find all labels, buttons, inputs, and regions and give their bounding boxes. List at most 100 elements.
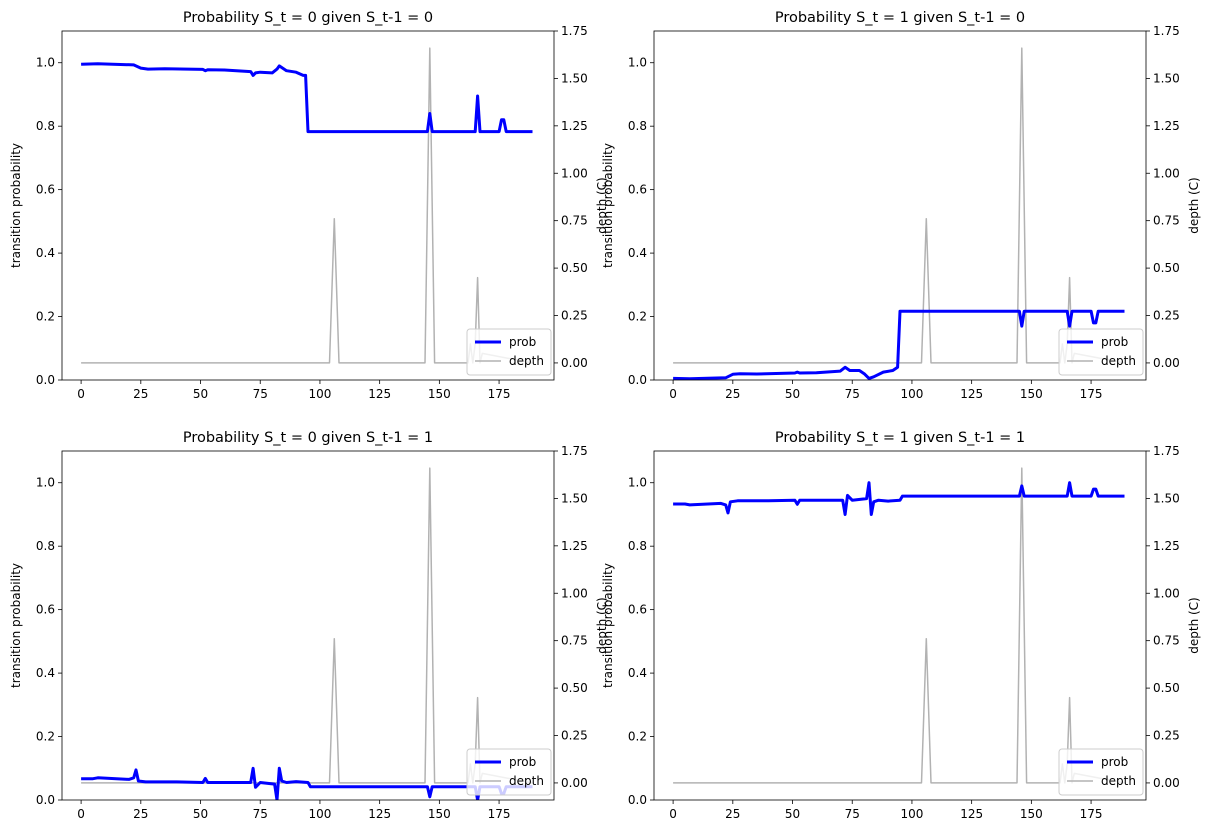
x-tick-label: 125	[960, 387, 983, 401]
y-tick-label: 1.0	[628, 476, 647, 490]
legend: prob depth	[1058, 748, 1144, 796]
x-tick-label: 75	[253, 807, 268, 821]
x-tick-label: 50	[785, 807, 800, 821]
plot-area	[81, 467, 533, 800]
x-tick-label: 175	[488, 387, 511, 401]
y-tick-label: 1.0	[628, 56, 647, 70]
subplot-3: Probability S_t = 0 given S_t-1 = 1 0 25 50…	[9, 430, 609, 821]
x-tick-label: 100	[308, 807, 331, 821]
y2-tick-label: 0.75	[561, 634, 588, 648]
y-tick-label: 0.2	[628, 310, 647, 324]
y2-tick-label: 0.50	[561, 261, 588, 275]
plot-area	[673, 47, 1125, 380]
x-tick-label: 25	[725, 807, 740, 821]
y2-tick-label: 1.50	[1153, 491, 1180, 505]
y2-tick-label: 0.50	[1153, 261, 1180, 275]
legend-label-prob: prob	[1101, 335, 1128, 349]
y2-tick-label: 1.25	[1153, 119, 1180, 133]
x-tick-label: 25	[725, 387, 740, 401]
y-tick-label: 0.0	[628, 373, 647, 387]
y2-tick-label: 1.00	[1153, 586, 1180, 600]
x-tick-label: 100	[308, 387, 331, 401]
y2-tick-label: 1.75	[561, 444, 588, 458]
x-tick-label: 175	[1080, 387, 1103, 401]
y2-tick-label: 1.50	[561, 71, 588, 85]
x-tick-label: 75	[845, 807, 860, 821]
y2-tick-label: 1.00	[561, 166, 588, 180]
x-tick-label: 125	[368, 387, 391, 401]
x-tick-label: 0	[77, 807, 85, 821]
series-prob-line	[673, 309, 1125, 380]
y2-tick-label: 0.75	[1153, 634, 1180, 648]
y-tick-label: 0.4	[628, 246, 647, 260]
legend-label-prob: prob	[509, 335, 536, 349]
axes-frame	[653, 30, 1147, 381]
legend: prob depth	[1058, 328, 1144, 376]
x-tick-label: 75	[845, 387, 860, 401]
subplot-title: Probability S_t = 0 given S_t-1 = 1	[183, 430, 433, 446]
subplot-title: Probability S_t = 1 given S_t-1 = 1	[775, 430, 1025, 446]
y-tick-label: 0.6	[628, 603, 647, 617]
x-tick-label: 50	[193, 807, 208, 821]
x-tick-label: 175	[1080, 807, 1103, 821]
series-prob-line	[81, 62, 533, 134]
legend-label-depth: depth	[509, 774, 544, 788]
subplot-title: Probability S_t = 1 given S_t-1 = 0	[775, 10, 1025, 26]
subplot-2: Probability S_t = 1 given S_t-1 = 0 0 25 50…	[601, 10, 1201, 401]
legend-label-depth: depth	[1101, 774, 1136, 788]
y-tick-label: 0.6	[36, 183, 55, 197]
y-tick-label: 0.8	[628, 119, 647, 133]
y-axis-label: transition probability	[601, 143, 615, 268]
legend: prob depth	[466, 748, 552, 796]
subplot-1: Probability S_t = 0 given S_t-1 = 0 0 25 50…	[9, 10, 609, 401]
y2-tick-label: 0.25	[1153, 309, 1180, 323]
y2-tick-label: 0.50	[1153, 681, 1180, 695]
y2-tick-label: 1.75	[1153, 24, 1180, 38]
y-tick-label: 1.0	[36, 476, 55, 490]
y2-tick-label: 0.00	[1153, 356, 1180, 370]
y2-tick-label: 1.50	[1153, 71, 1180, 85]
y2-tick-label: 0.00	[561, 776, 588, 790]
y2-tick-label: 1.75	[561, 24, 588, 38]
series-prob-line	[81, 766, 533, 800]
legend: prob depth	[466, 328, 552, 376]
y-tick-label: 0.4	[36, 246, 55, 260]
y-tick-label: 0.8	[628, 539, 647, 553]
plot-area	[81, 47, 533, 364]
y-tick-label: 0.0	[628, 793, 647, 807]
x-tick-label: 25	[133, 807, 148, 821]
x-tick-label: 150	[428, 387, 451, 401]
legend-label-depth: depth	[509, 354, 544, 368]
plot-area	[673, 467, 1125, 784]
x-tick-label: 150	[1020, 387, 1043, 401]
axes-frame	[653, 450, 1147, 801]
y-tick-label: 1.0	[36, 56, 55, 70]
y2-tick-label: 0.00	[1153, 776, 1180, 790]
y-tick-label: 0.0	[36, 373, 55, 387]
y2-tick-label: 1.25	[1153, 539, 1180, 553]
y2-tick-label: 1.25	[561, 539, 588, 553]
subplot-4: Probability S_t = 1 given S_t-1 = 1 0 25 50…	[601, 430, 1201, 821]
x-tick-label: 125	[960, 807, 983, 821]
axes-frame	[61, 30, 555, 381]
y2-axis-label: depth (C)	[595, 177, 609, 233]
y-tick-label: 0.4	[628, 666, 647, 680]
legend-label-prob: prob	[509, 755, 536, 769]
legend-label-prob: prob	[1101, 755, 1128, 769]
y-tick-label: 0.8	[36, 539, 55, 553]
x-tick-label: 125	[368, 807, 391, 821]
y2-tick-label: 1.00	[1153, 166, 1180, 180]
y-tick-label: 0.2	[36, 730, 55, 744]
legend-label-depth: depth	[1101, 354, 1136, 368]
subplot-title: Probability S_t = 0 given S_t-1 = 0	[183, 10, 433, 26]
y-tick-label: 0.6	[628, 183, 647, 197]
x-tick-label: 175	[488, 807, 511, 821]
y2-tick-label: 1.00	[561, 586, 588, 600]
y2-tick-label: 0.00	[561, 356, 588, 370]
x-tick-label: 75	[253, 387, 268, 401]
y2-tick-label: 0.25	[561, 729, 588, 743]
y2-axis-label: depth (C)	[1187, 597, 1201, 653]
x-tick-label: 100	[900, 807, 923, 821]
y-axis-label: transition probability	[9, 143, 23, 268]
